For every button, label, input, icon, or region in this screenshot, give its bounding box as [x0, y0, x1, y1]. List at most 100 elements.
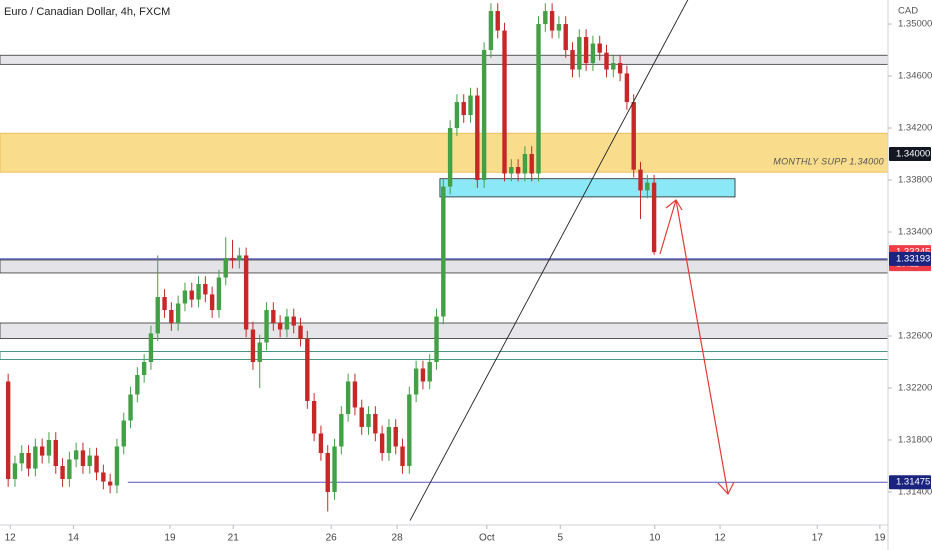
candle-body	[407, 394, 412, 466]
candle-body	[577, 37, 582, 70]
candle-body	[53, 439, 58, 466]
candle-body	[366, 413, 371, 427]
candle-body	[291, 316, 296, 326]
candle-body	[243, 255, 249, 330]
y-tick-label: 1.33800	[898, 175, 932, 186]
x-tick-label: 19	[874, 533, 886, 544]
candle-body	[549, 11, 555, 31]
candle-body	[400, 446, 405, 466]
candle-body	[434, 316, 439, 362]
candle-body	[543, 11, 548, 25]
candle-body	[454, 102, 460, 129]
price-label-box	[889, 147, 931, 162]
candle-body	[420, 368, 426, 382]
annotation: MONTHLY SUPP 1.34000	[773, 156, 884, 166]
candle-body	[345, 381, 351, 414]
candle-body	[128, 394, 133, 421]
candle-body	[325, 452, 330, 492]
candle-body	[522, 154, 528, 174]
candle-body	[19, 452, 24, 464]
y-tick-label: 1.33400	[898, 227, 932, 238]
candle-body	[413, 368, 419, 395]
y-tick-label: 1.32600	[898, 331, 932, 342]
candle-body	[87, 455, 92, 466]
candle-body	[162, 297, 167, 311]
y-tick-label: 1.31800	[898, 434, 932, 445]
candle-body	[46, 439, 52, 456]
candle-body	[80, 450, 86, 466]
x-tick-label: Oct	[479, 533, 495, 544]
y-tick-label: 1.34600	[898, 71, 932, 82]
candle-body	[352, 381, 358, 408]
candle-body	[515, 167, 521, 174]
candle-body	[73, 450, 79, 460]
overlays: MONTHLY SUPP 1.34000	[409, 0, 884, 521]
x-tick-label: 10	[649, 533, 661, 544]
candle-body	[175, 303, 181, 324]
candle-body	[332, 446, 337, 492]
candle-body	[502, 30, 507, 174]
price-label-box	[889, 475, 931, 490]
candle-body	[60, 465, 65, 479]
candle-body	[311, 400, 317, 434]
x-tick-label: 12	[5, 533, 17, 544]
candle-body	[284, 316, 290, 330]
candle-body	[107, 481, 113, 486]
price-label-box	[889, 251, 931, 266]
candle-body	[12, 463, 18, 479]
candle-body	[475, 95, 480, 181]
candle-body	[182, 290, 188, 304]
candle-body	[651, 182, 657, 253]
candle-body	[536, 24, 541, 174]
price-label: 1.33193	[896, 253, 930, 264]
zone	[0, 54, 889, 65]
candle-body	[379, 433, 385, 453]
candle-body	[189, 290, 194, 300]
candle-body	[298, 325, 303, 339]
candle-body	[393, 426, 398, 447]
candle-body	[638, 169, 643, 191]
candle-body	[597, 43, 602, 53]
candle-body	[101, 472, 106, 482]
x-tick-label: 28	[392, 533, 404, 544]
candle-body	[373, 413, 378, 434]
y-tick-label: 1.31400	[898, 486, 932, 497]
y-tick-label: 1.34200	[898, 123, 932, 134]
candle-body	[196, 284, 201, 300]
candle-body	[556, 24, 562, 31]
candle-body	[447, 128, 453, 187]
candle-body	[631, 102, 636, 170]
candle-body	[495, 11, 500, 31]
x-tick-label: 17	[812, 533, 824, 544]
candle-body	[114, 446, 120, 486]
candle-body	[611, 63, 616, 70]
candle-body	[94, 455, 99, 473]
candle-body	[169, 310, 174, 324]
candles	[5, 3, 657, 512]
candle-body	[250, 329, 256, 362]
candle-body	[427, 361, 432, 382]
candle-body	[216, 277, 222, 311]
axis-unit: CAD	[898, 6, 918, 17]
candle-body	[563, 24, 568, 51]
candle-body	[359, 407, 364, 427]
candle-body	[590, 43, 596, 64]
candle-body	[141, 361, 147, 375]
candle-body	[203, 284, 208, 295]
candle-body	[135, 374, 140, 395]
candle-body	[277, 323, 283, 330]
candle-body	[509, 167, 514, 174]
candle-body	[624, 73, 630, 103]
candle-body	[26, 452, 31, 469]
candle-body	[257, 342, 262, 362]
candle-body	[264, 310, 269, 343]
candle-body	[237, 255, 242, 261]
candle-body	[386, 426, 392, 453]
x-tick-label: 21	[228, 533, 240, 544]
candle-body	[570, 50, 575, 70]
candle-body	[121, 420, 126, 447]
candle-body	[148, 333, 154, 362]
